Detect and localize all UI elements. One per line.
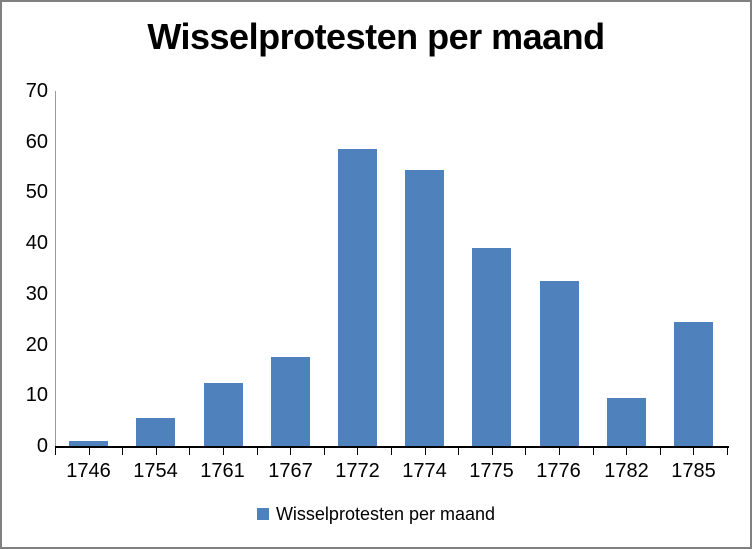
x-axis-tick-mark [55, 446, 56, 455]
x-axis-tick-mark [357, 446, 358, 455]
x-axis-tick-label: 1754 [133, 460, 178, 482]
y-axis-tick-label: 40 [25, 232, 48, 255]
x-axis-tick-mark [391, 446, 392, 455]
x-axis-tick-mark [727, 446, 728, 455]
bar-1761 [204, 383, 243, 446]
x-axis-tick-mark [660, 446, 661, 455]
bar-1774 [405, 170, 444, 446]
x-axis-tick-mark [257, 446, 258, 455]
y-axis-line [55, 91, 56, 447]
x-axis-tick-label: 1775 [469, 460, 514, 482]
x-axis-tick-mark [189, 446, 190, 455]
x-axis-tick-mark [559, 446, 560, 455]
bar-1772 [338, 149, 377, 446]
y-axis-tick-label: 30 [25, 282, 48, 305]
y-axis-tick-label: 0 [36, 435, 48, 457]
x-axis-tick-mark [89, 446, 90, 455]
y-axis-tick-label: 20 [25, 333, 48, 356]
legend-marker-icon [256, 508, 269, 520]
x-axis-tick-mark [525, 446, 526, 455]
x-axis-tick-mark [492, 446, 493, 455]
x-axis-tick-label: 1761 [200, 460, 245, 482]
x-axis-tick-mark [223, 446, 224, 455]
x-axis-tick-mark [693, 446, 694, 455]
bar-1775 [472, 248, 511, 446]
x-axis-tick-label: 1774 [402, 460, 447, 482]
x-axis-tick-label: 1767 [268, 460, 313, 482]
y-axis-tick-label: 10 [25, 384, 48, 407]
legend: Wisselprotesten per maand [2, 504, 750, 524]
y-axis-tick-label: 60 [25, 130, 48, 153]
x-axis-tick-label: 1776 [536, 460, 581, 482]
x-axis-tick-mark [425, 446, 426, 455]
y-axis-tick-label: 70 [25, 80, 48, 102]
x-axis-tick-mark [324, 446, 325, 455]
x-axis-tick-mark [593, 446, 594, 455]
x-axis-tick-mark [290, 446, 291, 455]
x-axis-tick-label: 1772 [335, 460, 380, 482]
x-axis-line [55, 446, 729, 448]
x-axis-tick-label: 1785 [671, 460, 716, 482]
x-axis-tick-mark [626, 446, 627, 455]
bar-1785 [674, 322, 713, 446]
legend-label: Wisselprotesten per maand [275, 504, 496, 524]
x-axis-tick-mark [122, 446, 123, 455]
x-axis-tick-label: 1746 [66, 460, 111, 482]
bar-1776 [540, 281, 579, 446]
bar-1746 [69, 441, 108, 446]
x-axis-tick-mark [156, 446, 157, 455]
chart-title: Wisselprotesten per maand [147, 16, 605, 57]
y-axis-tick-label: 50 [25, 181, 48, 204]
x-axis-tick-mark [458, 446, 459, 455]
bar-1754 [136, 418, 175, 446]
bar-1767 [271, 357, 310, 446]
bar-1782 [607, 398, 646, 446]
x-axis-tick-label: 1782 [604, 460, 649, 482]
